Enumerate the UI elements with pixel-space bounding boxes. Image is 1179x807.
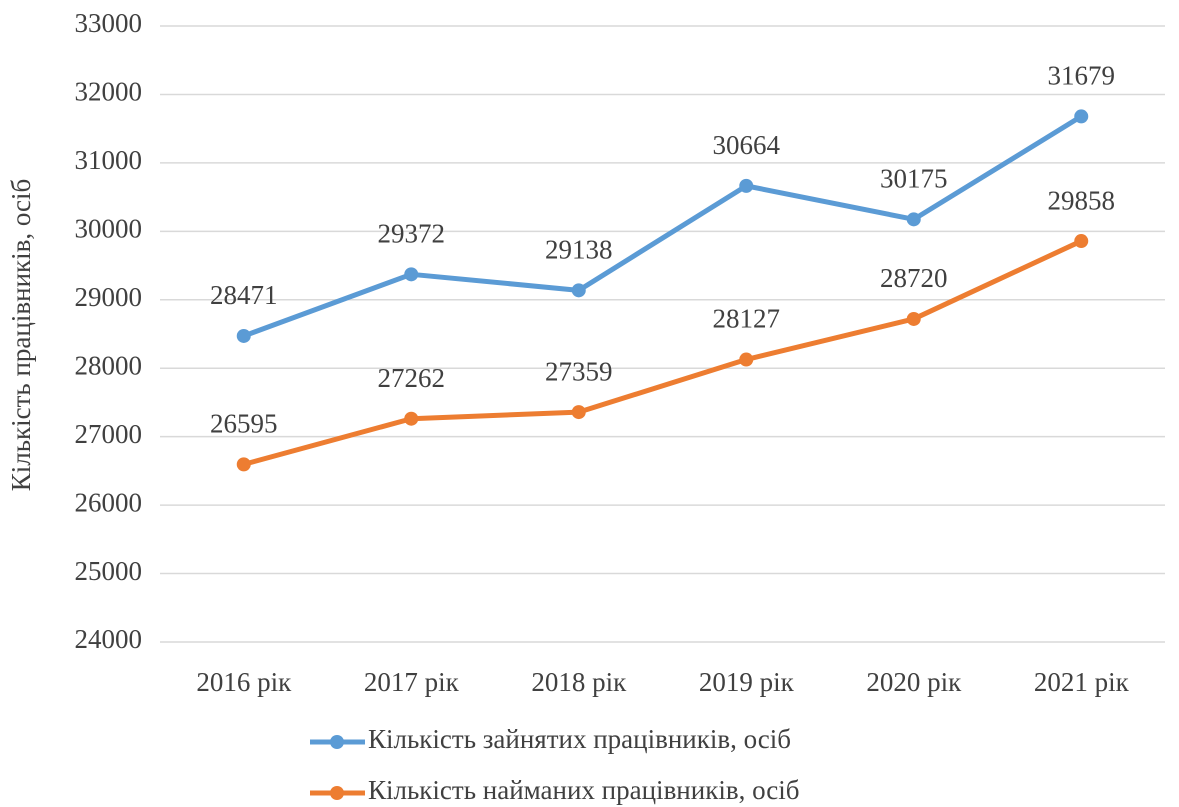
point-marker: [236, 328, 251, 343]
y-tick-label: 30000: [75, 214, 143, 244]
data-label: 27359: [545, 356, 613, 386]
point-marker: [739, 178, 754, 193]
y-tick-label: 29000: [75, 282, 143, 312]
x-tick-label: 2018 рік: [531, 667, 627, 697]
y-tick-label: 27000: [75, 419, 143, 449]
legend-label: Кількість найманих працівників, осіб: [368, 775, 799, 805]
series-line: [243, 238, 1083, 467]
point-marker: [906, 311, 921, 326]
legend-marker: [330, 786, 344, 800]
point-marker: [906, 212, 921, 227]
x-tick-label: 2016 рік: [196, 667, 292, 697]
y-tick-label: 33000: [75, 8, 143, 38]
data-label: 28127: [713, 304, 781, 334]
y-tick-label: 32000: [75, 77, 143, 107]
data-label: 26595: [210, 409, 278, 439]
x-tick-label: 2021 рік: [1034, 667, 1130, 697]
data-label: 28720: [880, 263, 948, 293]
legend-marker: [330, 735, 344, 749]
data-label: 28471: [210, 280, 278, 310]
x-tick-label: 2020 рік: [866, 667, 962, 697]
y-tick-label: 26000: [75, 487, 143, 517]
data-label: 27262: [378, 363, 446, 393]
y-tick-label: 28000: [75, 350, 143, 380]
legend-label: Кількість зайнятих працівників, осіб: [368, 724, 791, 754]
data-label: 29138: [545, 235, 613, 265]
y-tick-label: 31000: [75, 145, 143, 175]
point-marker: [404, 267, 419, 282]
y-axis-label: Кількість працівників, осіб: [6, 179, 36, 492]
point-marker: [739, 352, 754, 367]
x-tick-label: 2017 рік: [364, 667, 460, 697]
data-label: 30664: [713, 130, 781, 160]
data-label: 29858: [1048, 185, 1116, 215]
x-tick-label: 2019 рік: [699, 667, 795, 697]
data-label: 31679: [1048, 61, 1116, 91]
point-marker: [404, 411, 419, 426]
point-marker: [571, 283, 586, 298]
point-marker: [1074, 234, 1089, 249]
y-tick-label: 25000: [75, 556, 143, 586]
data-label: 29372: [378, 219, 446, 249]
y-tick-label: 24000: [75, 624, 143, 654]
point-marker: [236, 457, 251, 472]
point-marker: [1074, 109, 1089, 124]
point-marker: [571, 405, 586, 420]
series-line: [242, 114, 1083, 339]
data-label: 30175: [880, 164, 948, 194]
